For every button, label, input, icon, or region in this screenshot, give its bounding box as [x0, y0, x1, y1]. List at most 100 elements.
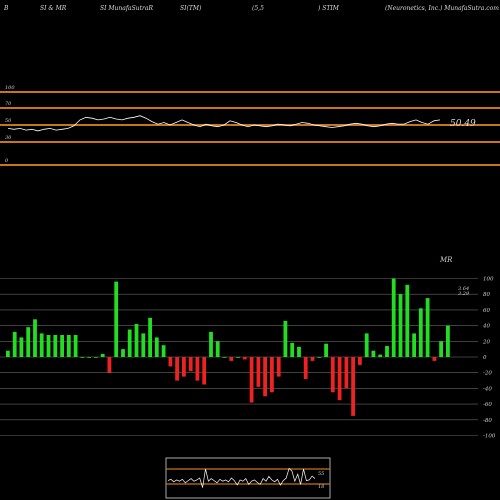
mr-bar: [46, 335, 51, 357]
mr-tick-label: 0: [483, 355, 487, 361]
mr-bar: [114, 281, 119, 357]
mr-bar: [432, 357, 437, 361]
header-params: (5,5: [252, 5, 264, 12]
mr-tick-label: 100: [483, 277, 494, 283]
mr-bar: [19, 337, 24, 357]
mr-bar: [385, 346, 389, 357]
mr-bar: [148, 317, 152, 358]
mr-bar: [87, 357, 91, 358]
mr-bar: [134, 324, 139, 357]
mr-bar: [26, 327, 31, 357]
mr-bar: [141, 333, 146, 357]
mr-tick-label: -20: [483, 371, 492, 377]
mr-bar: [100, 353, 105, 357]
mr-bar: [405, 284, 410, 357]
mini-frame: [165, 457, 331, 499]
mr-bar: [209, 331, 213, 357]
header-symbol: ) STIM: [318, 5, 339, 12]
mr-bar: [330, 357, 335, 393]
mr-bar: [364, 333, 369, 357]
rsi-line: [7, 115, 441, 132]
mr-bar: [324, 343, 328, 357]
mini-tick-label: 55: [318, 471, 324, 477]
mr-bar: [175, 357, 179, 381]
mr-bar: [263, 357, 267, 397]
mr-bar: [33, 319, 37, 357]
mr-bar: [39, 333, 44, 357]
rsi-tick-label: 30: [5, 135, 12, 141]
mr-bar: [202, 357, 207, 385]
mr-bar: [66, 335, 71, 357]
mr-bar: [168, 357, 173, 367]
mr-bar: [371, 350, 376, 357]
mr-bar: [283, 320, 288, 357]
mr-tick-label: -60: [483, 402, 492, 408]
mr-last-value-2: 3.29: [458, 291, 470, 297]
mr-bar: [297, 346, 301, 357]
mr-tick-label: -100: [483, 434, 496, 440]
mr-bar: [439, 341, 443, 357]
mr-bar: [229, 357, 234, 361]
mr-bar: [161, 345, 166, 357]
mr-tick-label: 60: [483, 308, 490, 314]
mr-bar: [195, 357, 200, 381]
mr-bar: [121, 349, 125, 357]
mr-bar: [446, 325, 450, 357]
mr-bar: [80, 357, 85, 358]
header-title-2: SI MunafaSutraR: [100, 5, 153, 12]
header-company: (Neuronetics, Inc.) MunafaSutra.com: [385, 5, 499, 12]
mr-tick-label: 80: [483, 292, 490, 298]
mini-panel: 55 18: [165, 457, 331, 499]
mr-bar: [242, 357, 247, 360]
mr-bar: [412, 333, 416, 357]
mr-bar: [303, 357, 308, 379]
rsi-tick-label: 100: [5, 85, 15, 91]
mr-bar: [188, 357, 193, 372]
mr-bar: [270, 357, 274, 393]
mini-tick-label: 18: [318, 484, 324, 490]
mr-bar: [60, 335, 64, 357]
mr-bar: [53, 335, 58, 357]
mr-bar: [391, 278, 396, 357]
mr-bar: [107, 357, 112, 373]
header-title-3: SI(TM): [180, 5, 202, 12]
mr-bar: [154, 337, 159, 357]
mr-bar: [12, 331, 17, 357]
header-b: B: [4, 5, 9, 12]
mini-line: [167, 467, 316, 488]
rsi-panel: 100 70 50 30 0 50.49: [0, 85, 500, 166]
mr-bar: [236, 357, 240, 358]
mr-bar: [418, 308, 423, 357]
rsi-tick-label: 0: [5, 158, 9, 164]
mr-bar: [425, 298, 430, 357]
mr-bar: [337, 357, 342, 401]
mr-bar: [94, 357, 98, 358]
mr-bar: [249, 357, 254, 403]
mr-bar: [127, 329, 132, 357]
mr-tick-label: -80: [483, 418, 492, 424]
mr-tick-label: 40: [482, 324, 490, 330]
mr-bar: [256, 357, 261, 387]
mr-bar: [215, 341, 220, 357]
mr-bar: [6, 350, 10, 357]
mr-bar: [310, 357, 315, 361]
mr-bar: [182, 357, 186, 377]
mr-tick-label: -40: [483, 386, 492, 392]
mr-last-value-1: 3.64: [458, 286, 469, 292]
mr-bar: [276, 357, 281, 377]
mr-bar: [317, 357, 322, 358]
rsi-tick-label: 50: [5, 118, 12, 124]
mr-bar: [358, 357, 362, 365]
header-title-1: SI & MR: [40, 5, 67, 12]
rsi-tick-label: 70: [5, 101, 12, 107]
mr-bar: [222, 357, 227, 358]
mr-tick-label: 20: [482, 339, 490, 345]
mr-bar: [398, 294, 403, 357]
mr-panel: 100 80 60 40 20 0 -20 -40 -60 -80 -100 MR 3.643.29: [0, 256, 496, 440]
mr-title: MR: [439, 256, 453, 264]
rsi-last-value: 50.49: [450, 119, 476, 129]
mr-bar: [344, 357, 349, 389]
mr-bar: [73, 335, 78, 357]
mr-bar: [378, 354, 383, 357]
